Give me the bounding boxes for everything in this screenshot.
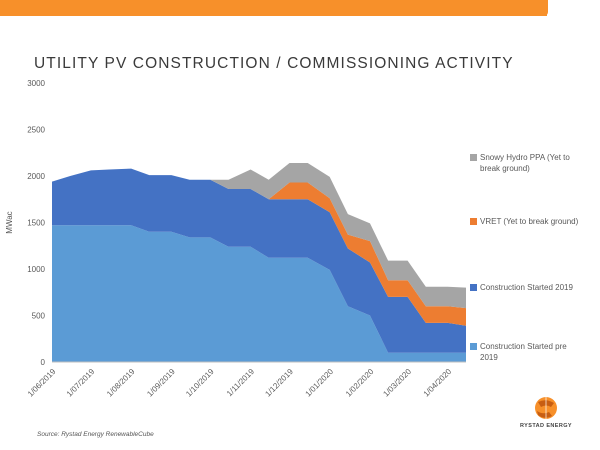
legend-label: VRET (Yet to break ground) [480, 217, 579, 226]
x-tick-label: 1/02/2020 [344, 367, 376, 399]
legend-swatch [470, 284, 477, 291]
legend-swatch [470, 343, 477, 350]
y-tick-label: 2500 [27, 126, 45, 135]
area-series-2 [52, 168, 466, 353]
chart-title: UTILITY PV CONSTRUCTION / COMMISSIONING … [34, 55, 514, 72]
legend-label: break ground) [480, 164, 530, 173]
x-tick-label: 1/08/2019 [105, 367, 137, 399]
x-tick-label: 1/12/2019 [263, 367, 295, 399]
x-tick-label: 1/06/2019 [26, 367, 58, 399]
area-series-1 [52, 225, 466, 362]
x-tick-label: 1/04/2020 [422, 367, 454, 399]
x-tick-label: 1/11/2019 [225, 367, 256, 398]
legend-label: 2019 [480, 353, 498, 362]
legend-label: Construction Started pre [480, 342, 567, 351]
legend-label: Construction Started 2019 [480, 283, 573, 292]
logo-text: RYSTAD ENERGY [520, 423, 572, 429]
y-tick-label: 2000 [27, 172, 45, 181]
header-accent-notch [540, 0, 548, 16]
rystad-logo: RYSTAD ENERGY [516, 394, 576, 434]
source-note: Source: Rystad Energy RenewableCube [37, 431, 154, 438]
x-tick-label: 1/07/2019 [65, 367, 97, 399]
y-axis-label: MWac [5, 211, 14, 233]
x-tick-label: 1/10/2019 [184, 367, 216, 399]
y-tick-label: 500 [32, 312, 46, 321]
y-tick-label: 0 [41, 358, 46, 367]
x-tick-label: 1/03/2020 [381, 367, 413, 399]
legend-swatch [470, 154, 477, 161]
area-series-3 [52, 168, 466, 326]
x-tick-label: 1/01/2020 [304, 367, 336, 399]
header-accent-bar [0, 0, 547, 16]
y-tick-label: 1000 [27, 265, 45, 274]
x-tick-label: 1/09/2019 [145, 367, 177, 399]
logo-globe-icon [535, 397, 557, 419]
area-series-4 [52, 163, 466, 309]
y-tick-label: 3000 [27, 79, 45, 88]
y-tick-label: 1500 [27, 219, 45, 228]
legend-swatch [470, 218, 477, 225]
legend-label: Snowy Hydro PPA (Yet to [480, 153, 570, 162]
